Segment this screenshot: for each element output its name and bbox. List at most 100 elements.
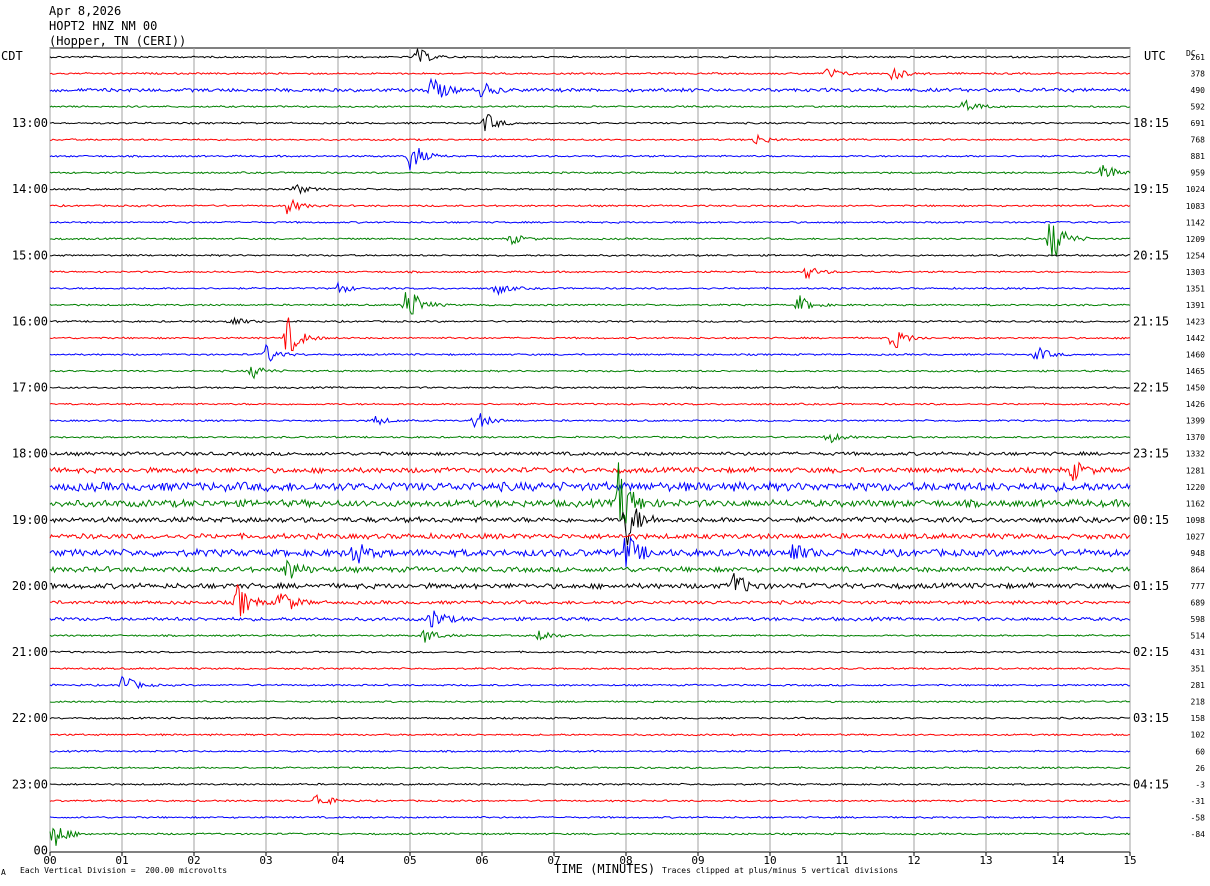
x-tick-label: 01 [115,854,128,867]
x-tick-label: 13 [979,854,992,867]
trace-line [49,220,1131,224]
trace-line [49,99,1131,112]
x-tick-label: 00 [43,854,56,867]
trace-line [49,749,1131,753]
dc-offset-label: 1391 [1186,301,1205,310]
trace-line [49,700,1131,704]
trace-line [49,675,1131,690]
dc-offset-label: 1098 [1186,516,1205,525]
left-time-label: 23:00 [12,777,48,791]
dc-offset-label: 218 [1191,698,1206,707]
dc-offset-label: 948 [1191,549,1206,558]
trace-line [49,198,1131,215]
dc-offset-label: 1426 [1186,400,1205,409]
trace-line [49,450,1131,457]
dc-offset-label: 1142 [1186,218,1205,227]
header-location: (Hopper, TN (CERI)) [49,34,187,48]
dc-offset-label: -31 [1191,797,1206,806]
x-tick-label: 11 [835,854,848,867]
left-time-label: 17:00 [12,381,48,395]
trace-line [49,317,1131,352]
dc-offset-label: 1027 [1186,532,1205,541]
left-time-label: 16:00 [12,314,48,328]
x-tick-label: 03 [259,854,272,867]
trace-line [49,629,1131,643]
dc-offset-label: 102 [1191,731,1206,740]
trace-line [49,402,1131,406]
trace-line [49,253,1131,257]
right-time-label: 03:15 [1133,711,1169,725]
dc-offset-label: 1370 [1186,433,1205,442]
dc-offset-label: 1399 [1186,417,1205,426]
dc-offset-label: 1442 [1186,334,1205,343]
trace-line [49,164,1131,178]
right-time-label: 22:15 [1133,381,1169,395]
dc-offset-label: 1162 [1186,499,1205,508]
dc-offset-label: 158 [1191,714,1206,723]
trace-line [49,432,1131,444]
dc-offset-label: -58 [1191,813,1206,822]
x-tick-label: 07 [547,854,560,867]
dc-offset-label: 1083 [1186,202,1205,211]
header-station: HOPT2 HNZ NM 00 [49,19,158,33]
dc-offset-label: -3 [1195,780,1205,789]
left-time-label: 13:00 [12,116,48,130]
trace-line [49,610,1131,628]
x-tick-label: 14 [1051,854,1065,867]
dc-offset-label: 592 [1191,103,1206,112]
dc-offset-label: 1351 [1186,284,1205,293]
right-time-label: 04:15 [1133,777,1169,791]
trace-line [49,794,1131,806]
left-time-label: 20:00 [12,579,48,593]
trace-line [49,77,1131,98]
trace-line [49,223,1131,257]
trace-line [49,480,1131,493]
x-tick-label: 12 [907,854,920,867]
dc-offset-label: 1460 [1186,351,1205,360]
trace-line [49,815,1131,819]
dc-offset-label: 514 [1191,632,1206,641]
dc-offset-label: 1423 [1186,317,1205,326]
trace-line [49,716,1131,720]
trace-line [49,67,1130,81]
dc-offset-label: 1303 [1186,268,1205,277]
trace-line [49,292,1131,315]
dc-offset-label: 1450 [1186,384,1205,393]
scale-note: Each Vertical Division = 200.00 microvol… [20,866,228,875]
trace-line [50,584,1131,617]
trace-line [49,508,1131,546]
x-tick-label: 02 [187,854,200,867]
trace-line [49,462,1131,524]
trace-line [49,316,1130,326]
trace-line [49,766,1131,770]
x-tick-label: 04 [331,854,345,867]
trace-line [49,461,1131,482]
dc-offset-label: 1220 [1186,483,1205,492]
left-time-label: 00 [34,843,48,857]
trace-line [49,531,1131,541]
right-time-label: 18:15 [1133,116,1169,130]
trace-line [49,48,1131,62]
clip-note: Traces clipped at plus/minus 5 vertical … [662,866,899,875]
trace-line [49,114,1131,132]
dc-offset-label: 431 [1191,648,1206,657]
dc-offset-label: 281 [1191,681,1206,690]
trace-line [49,573,1131,592]
x-tick-label: 10 [763,854,776,867]
dc-offset-label: 691 [1191,119,1206,128]
dc-offset-label: 768 [1191,136,1206,145]
right-time-label: 21:15 [1133,314,1169,328]
trace-line [49,133,1131,145]
dc-offset-label: 1332 [1186,450,1205,459]
trace-line [49,827,1131,846]
dc-offset-label: 1209 [1186,235,1205,244]
trace-line [49,385,1131,390]
left-time-label: 22:00 [12,711,48,725]
trace-line [49,559,1131,579]
dc-offset-label: 490 [1191,86,1206,95]
trace-line [49,343,1131,362]
left-time-label: 15:00 [12,248,48,262]
trace-line [49,366,1131,380]
trace-line [49,782,1131,786]
header-date: Apr 8,2026 [49,4,122,18]
